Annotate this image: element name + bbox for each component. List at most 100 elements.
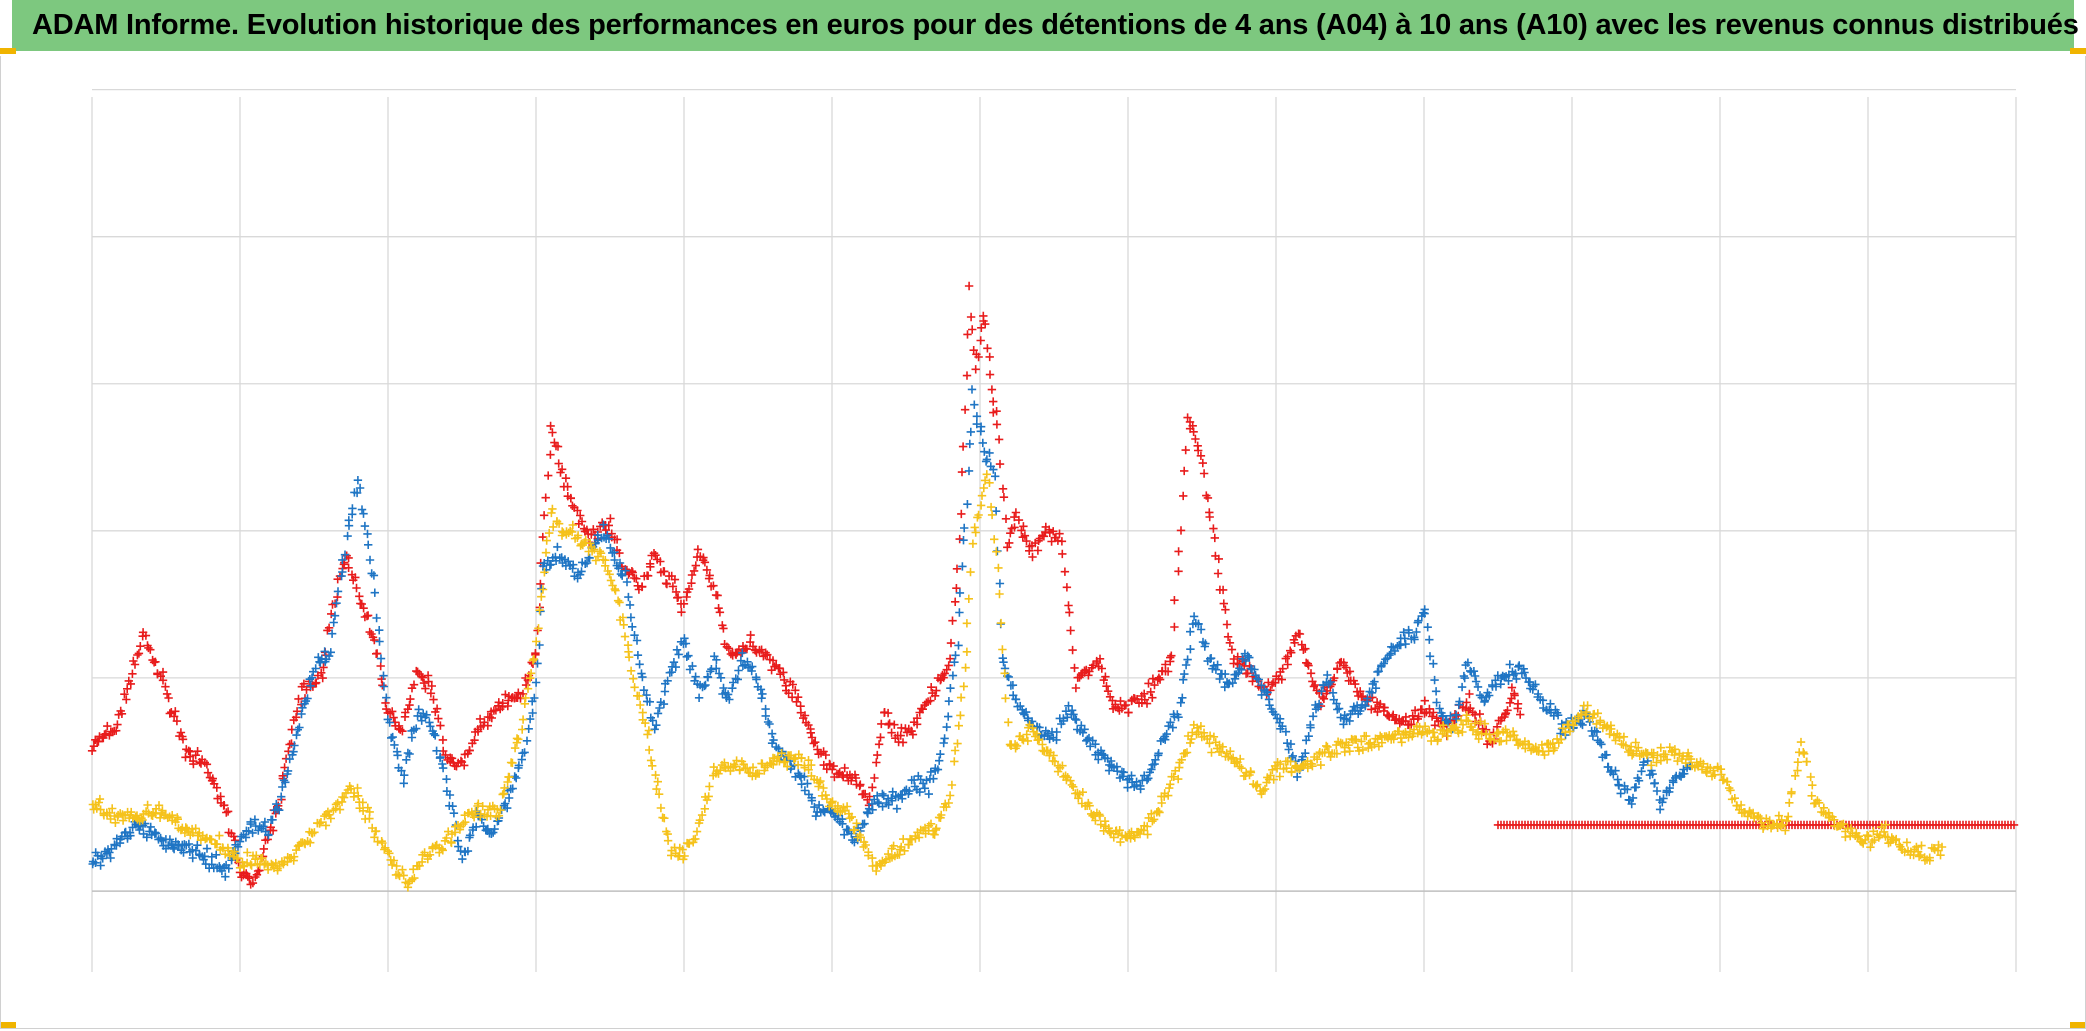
series-yellow-point	[158, 806, 167, 815]
series-red-point	[974, 352, 983, 362]
series-yellow-point	[1322, 741, 1331, 751]
series-yellow-point	[1143, 822, 1152, 831]
series-red-point	[1057, 537, 1067, 546]
series-yellow-point	[1634, 743, 1643, 752]
series-red-point	[112, 726, 121, 735]
series-yellow-point	[1157, 798, 1166, 808]
series-red-point	[189, 759, 198, 769]
series-yellow-point	[437, 844, 446, 853]
series-blue-point	[472, 822, 481, 831]
series-red-point	[158, 667, 168, 677]
series-blue-point	[703, 673, 713, 682]
series-yellow-point	[1345, 747, 1354, 756]
series-yellow-point	[596, 549, 606, 558]
series-red-point	[1193, 441, 1202, 450]
series-yellow-point	[595, 547, 605, 556]
series-red-point	[223, 807, 233, 816]
series-red-point	[1225, 638, 1235, 647]
series-blue-point	[1132, 777, 1141, 786]
series-yellow-point	[833, 801, 843, 811]
series-yellow-point	[807, 760, 816, 770]
series-blue-point	[465, 831, 475, 840]
series-blue-point	[289, 747, 298, 756]
series-red-point	[576, 511, 585, 520]
series-blue-point	[388, 732, 397, 742]
series-yellow-point	[95, 794, 105, 804]
series-blue-point	[1333, 705, 1342, 714]
series-blue-point	[1469, 667, 1479, 676]
series-blue-point	[939, 738, 948, 748]
series-blue-point	[1592, 727, 1602, 737]
series-blue-point	[363, 529, 372, 539]
series-red-point	[285, 740, 294, 749]
series-yellow-point	[695, 816, 705, 825]
series-yellow-point	[1177, 755, 1186, 764]
series-blue-point	[390, 740, 399, 750]
series-yellow-point	[1607, 724, 1616, 734]
series-blue-point	[531, 678, 541, 687]
series-yellow-point	[1670, 745, 1680, 754]
series-blue-point	[1097, 749, 1107, 758]
series-red-point	[378, 681, 387, 690]
series-yellow-point	[1917, 841, 1926, 850]
series-red-point	[184, 746, 193, 755]
series-yellow-point	[1236, 754, 1245, 764]
series-yellow-point	[620, 632, 630, 641]
series-yellow-point	[410, 873, 419, 883]
series-red-point	[1033, 546, 1043, 555]
series-yellow-point	[1196, 722, 1206, 731]
series-yellow-point	[1937, 842, 1947, 852]
series-yellow-point	[500, 783, 509, 793]
series-yellow-point	[1881, 820, 1890, 829]
series-yellow-point	[1561, 728, 1570, 737]
series-yellow-point	[247, 861, 256, 870]
series-red-point	[806, 728, 815, 737]
series-yellow-point	[1012, 741, 1022, 751]
series-red-point	[548, 428, 557, 437]
series-red-point	[1390, 716, 1400, 725]
series-red-point	[779, 668, 788, 677]
series-red-point	[1140, 689, 1149, 698]
series-red-point	[553, 442, 563, 451]
series-blue-point	[1151, 755, 1160, 764]
series-red-point	[944, 661, 953, 670]
series-blue-point	[1634, 776, 1644, 785]
series-blue-point	[372, 613, 381, 623]
series-yellow-point	[980, 476, 990, 485]
series-yellow-point	[816, 776, 825, 786]
series-red-point	[870, 773, 879, 783]
series-blue-point	[126, 831, 135, 840]
series-blue-point	[1412, 627, 1421, 637]
series-red-point	[130, 660, 140, 669]
series-yellow-point	[1557, 735, 1566, 744]
series-yellow-point	[1205, 731, 1215, 740]
series-red-point	[151, 657, 160, 666]
series-red-point	[839, 772, 848, 782]
series-yellow-point	[540, 568, 549, 577]
series-blue-point	[1278, 722, 1287, 731]
series-blue-point	[965, 439, 974, 449]
series-red-point	[563, 482, 572, 491]
series-blue-point	[1206, 654, 1216, 663]
series-red-point	[169, 712, 179, 721]
series-red-point	[365, 627, 374, 637]
series-blue-point	[1628, 793, 1638, 803]
series-yellow-point	[930, 830, 939, 839]
series-red-point	[1055, 529, 1064, 538]
series-blue-point	[146, 822, 155, 832]
series-blue-point	[1367, 688, 1377, 697]
series-blue-point	[1059, 714, 1068, 723]
series-yellow-point	[243, 848, 252, 857]
series-red-point	[1124, 708, 1133, 717]
series-yellow-point	[1626, 742, 1636, 751]
series-yellow-point	[1569, 721, 1578, 730]
series-red-point	[470, 736, 479, 745]
series-yellow-point	[1785, 798, 1794, 807]
series-red-point	[1203, 493, 1213, 503]
series-blue-point	[1162, 729, 1171, 739]
series-blue-point	[165, 835, 175, 844]
series-blue-point	[438, 759, 447, 769]
series-blue-point	[248, 828, 257, 838]
series-blue-point	[964, 466, 974, 476]
series-yellow-point	[992, 547, 1001, 556]
